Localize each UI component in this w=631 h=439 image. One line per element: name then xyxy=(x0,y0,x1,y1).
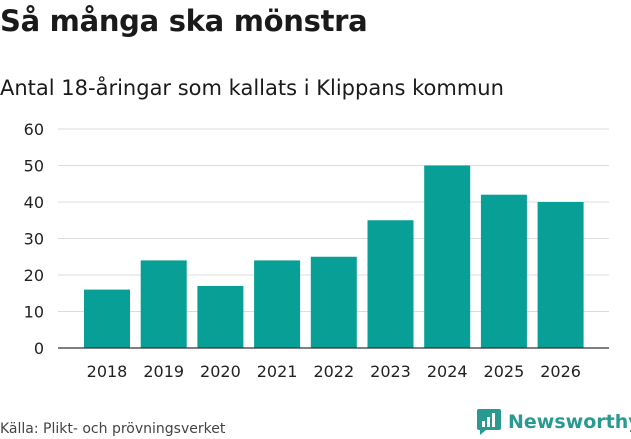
y-tick-label: 40 xyxy=(24,193,44,212)
source-note: Källa: Plikt- och prövningsverket xyxy=(0,421,226,437)
y-tick-label: 30 xyxy=(24,230,44,249)
x-tick-label: 2025 xyxy=(484,362,525,381)
bar xyxy=(537,202,584,348)
y-tick-label: 0 xyxy=(34,339,44,358)
x-tick-label: 2019 xyxy=(143,362,184,381)
bar xyxy=(254,260,301,348)
bar-chart: 0 10 20 30 40 50 60 2018 2019 2020 2021 2022 2023 202… xyxy=(24,120,609,381)
x-tick-label: 2022 xyxy=(313,362,354,381)
bar xyxy=(140,260,187,348)
bar xyxy=(310,256,357,348)
chart-title: Så många ska mönstra xyxy=(0,4,368,38)
x-tick-label: 2021 xyxy=(257,362,298,381)
brand-name: Newsworthy xyxy=(508,411,631,433)
y-tick-label: 50 xyxy=(24,157,44,176)
bar xyxy=(424,165,471,348)
chart-subtitle: Antal 18-åringar som kallats i Klippans … xyxy=(0,76,504,100)
bar xyxy=(367,220,414,348)
x-tick-label: 2024 xyxy=(427,362,468,381)
y-tick-label: 60 xyxy=(24,120,44,139)
y-tick-label: 20 xyxy=(24,266,44,285)
y-tick-label: 10 xyxy=(24,303,44,322)
x-tick-label: 2026 xyxy=(540,362,581,381)
bar xyxy=(480,194,527,348)
x-tick-label: 2018 xyxy=(87,362,128,381)
x-tick-label: 2023 xyxy=(370,362,411,381)
brand-logo: Newsworthy xyxy=(476,407,631,437)
newsworthy-logo-icon xyxy=(477,409,501,435)
x-tick-label: 2020 xyxy=(200,362,241,381)
bar xyxy=(197,285,244,348)
bar xyxy=(84,289,130,348)
